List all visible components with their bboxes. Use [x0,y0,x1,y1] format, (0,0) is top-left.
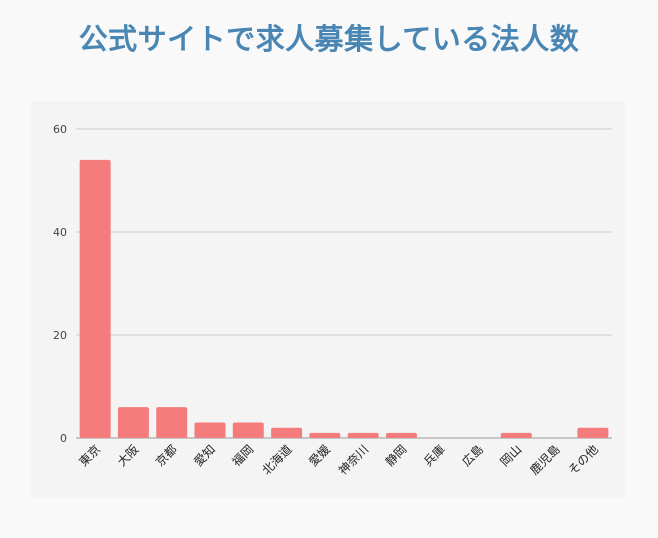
bar-1[interactable] [117,407,149,438]
bar-3[interactable] [194,422,226,438]
x-tick-label: 大阪 [115,442,142,469]
x-tick-label: 兵庫 [421,442,448,469]
x-tick-label: 愛知 [191,442,218,469]
y-tick-label: 40 [53,226,67,239]
bar-2[interactable] [156,407,188,438]
bar-4[interactable] [232,422,264,438]
x-tick-label: 岡山 [498,442,525,469]
x-tick-label: その他 [566,442,601,477]
x-tick-label: 愛媛 [306,442,333,469]
x-tick-label: 京都 [153,442,180,469]
y-tick-label: 0 [60,432,67,445]
bar-0[interactable] [79,159,111,438]
y-tick-label: 60 [53,123,67,136]
bar-5[interactable] [271,427,303,438]
x-tick-label: 北海道 [259,442,295,478]
x-tick-label: 鹿児島 [527,442,563,478]
bar-6[interactable] [309,432,341,438]
x-tick-label: 福岡 [229,442,257,470]
x-tick-label: 東京 [76,442,103,469]
bar-7[interactable] [347,432,379,438]
x-tick-label: 静岡 [383,442,410,469]
x-tick-label: 広島 [459,442,487,470]
y-tick-label: 20 [53,329,67,342]
bar-8[interactable] [385,432,417,438]
bar-13[interactable] [577,427,609,438]
bar-11[interactable] [500,432,532,438]
x-tick-label: 神奈川 [336,442,371,477]
chart-title: 公式サイトで求人募集している法人数 [78,22,580,56]
